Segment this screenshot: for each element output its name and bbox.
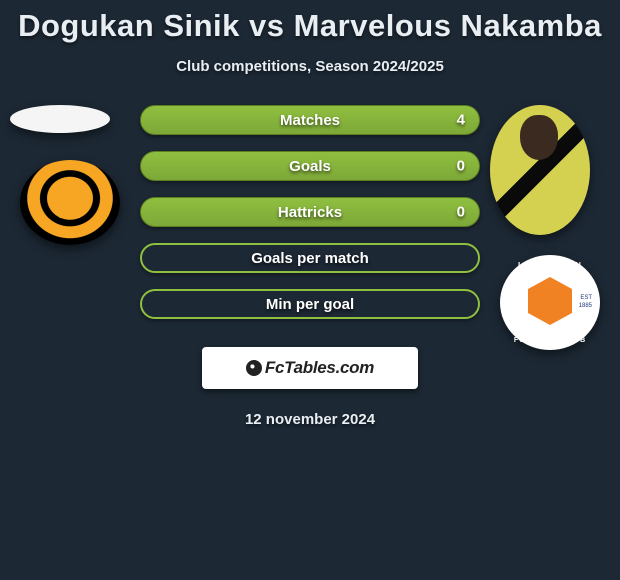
player1-club-crest bbox=[20, 160, 120, 245]
date-label: 12 november 2024 bbox=[0, 411, 620, 428]
player2-photo bbox=[490, 105, 590, 235]
brand-text: FcTables.com bbox=[265, 358, 374, 378]
stat-label: Goals bbox=[289, 158, 331, 175]
stat-bars: Matches 4 Goals 0 Hattricks 0 Goals per … bbox=[140, 105, 480, 335]
soccer-ball-icon bbox=[246, 360, 262, 376]
stat-row-goals-per-match: Goals per match bbox=[140, 243, 480, 273]
brand-badge: FcTables.com bbox=[202, 347, 418, 389]
stat-row-hattricks: Hattricks 0 bbox=[140, 197, 480, 227]
stat-label: Goals per match bbox=[251, 250, 369, 267]
player2-crest-bottom-text: FOOTBALL CLUB bbox=[500, 337, 600, 344]
stat-row-matches: Matches 4 bbox=[140, 105, 480, 135]
page-title: Dogukan Sinik vs Marvelous Nakamba bbox=[0, 0, 620, 44]
stat-value: 0 bbox=[457, 204, 465, 221]
player2-crest-top-text: LUTON TOWN bbox=[500, 261, 600, 270]
stat-value: 4 bbox=[457, 112, 465, 129]
stat-row-min-per-goal: Min per goal bbox=[140, 289, 480, 319]
stat-label: Min per goal bbox=[266, 296, 354, 313]
subtitle: Club competitions, Season 2024/2025 bbox=[0, 58, 620, 75]
stat-row-goals: Goals 0 bbox=[140, 151, 480, 181]
player2-club-crest: LUTON TOWN EST 1885 FOOTBALL CLUB bbox=[500, 255, 600, 350]
stat-value: 0 bbox=[457, 158, 465, 175]
player1-photo bbox=[10, 105, 110, 133]
stat-label: Matches bbox=[280, 112, 340, 129]
player2-crest-est: EST bbox=[580, 295, 592, 301]
stat-label: Hattricks bbox=[278, 204, 342, 221]
player2-crest-year: 1885 bbox=[579, 303, 592, 309]
